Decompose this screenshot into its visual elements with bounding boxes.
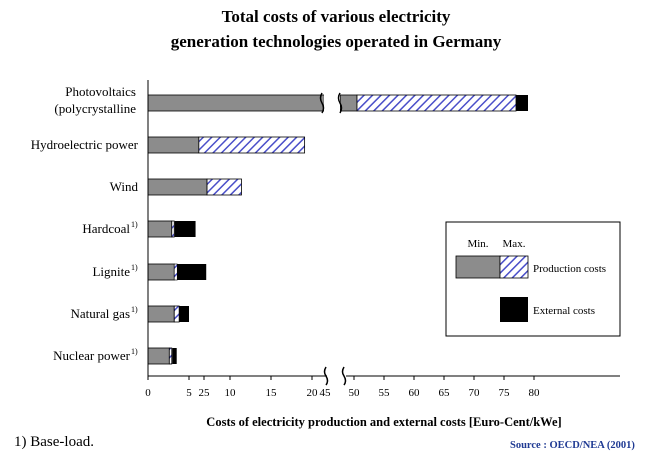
category-label-line2: (polycrystalline: [54, 101, 136, 116]
category-labels: Photovoltaics (polycrystalline Hydroelectr…: [31, 84, 139, 363]
bar-max: [168, 347, 173, 365]
bar-min: [147, 220, 173, 238]
bar-max: [171, 220, 175, 238]
legend-max-label: Max.: [503, 238, 526, 250]
bar-external: [174, 221, 196, 237]
legend: Min. Max. Production costs External costs: [445, 221, 621, 337]
category-label: Hydroelectric power: [31, 137, 139, 152]
x-tick-label: 45: [320, 387, 332, 399]
x-tick-label: 70: [469, 387, 481, 399]
x-tick-label: 50: [349, 387, 361, 399]
category-label: Wind: [110, 179, 139, 194]
bar-min: [147, 136, 200, 154]
bar-min: [339, 94, 358, 112]
bar-break-gap: [324, 93, 340, 113]
category-label: Natural gas: [70, 306, 130, 321]
axis-break-mark: [341, 366, 347, 386]
x-tick-label: 15: [266, 387, 278, 399]
x-tick-label: 75: [499, 387, 511, 399]
legend-swatch-max: [499, 255, 529, 279]
bar-max: [356, 94, 517, 112]
bar-max: [173, 305, 180, 323]
bar-external: [179, 306, 189, 322]
bar-min: [147, 178, 208, 196]
footnote: 1) Base-load.: [14, 434, 94, 450]
category-label: Nuclear power: [53, 348, 131, 363]
category-label: Lignite: [92, 264, 130, 279]
x-tick-label: 0: [145, 387, 151, 399]
footnote-marker: 1): [131, 347, 138, 356]
x-tick-label: 55: [379, 387, 391, 399]
legend-swatch-min: [455, 255, 501, 279]
legend-production-label: Production costs: [533, 263, 606, 275]
bar-max: [198, 136, 306, 154]
chart-title-line2: generation technologies operated in Germ…: [171, 32, 502, 51]
x-tick-label: 20: [307, 387, 319, 399]
bar-min: [147, 263, 175, 281]
bar-max: [206, 178, 242, 196]
x-axis: 0 5 10 15 20 25 45 50 55 60 65 70 75 80: [145, 80, 620, 399]
x-tick-label: 80: [529, 387, 541, 399]
x-tick-label: 5: [186, 387, 192, 399]
footnote-marker: 1): [131, 305, 138, 314]
x-axis-label: Costs of electricity production and exte…: [206, 415, 561, 429]
bar-external: [172, 348, 177, 364]
chart-title-line1: Total costs of various electricity: [222, 7, 451, 26]
footnote-marker: 1): [131, 220, 138, 229]
source-note: Source : OECD/NEA (2001): [510, 440, 635, 451]
category-label: Hardcoal: [82, 221, 130, 236]
bar-max: [173, 263, 178, 281]
footnote-marker: 1): [131, 263, 138, 272]
bar-external: [516, 95, 528, 111]
x-tick-label: 10: [225, 387, 237, 399]
bar-min: [147, 94, 325, 112]
axis-break-mark: [323, 366, 329, 386]
x-tick-label: 65: [439, 387, 451, 399]
legend-swatch-external: [500, 297, 528, 322]
bar-external: [177, 264, 207, 280]
bar-min: [147, 305, 175, 323]
bar-break-mark: [319, 92, 325, 114]
legend-min-label: Min.: [467, 238, 488, 250]
legend-external-label: External costs: [533, 305, 595, 317]
legend-box: [445, 221, 621, 337]
x-tick-label: 25: [199, 387, 211, 399]
bar-min: [147, 347, 170, 365]
bar-break-mark: [337, 92, 343, 114]
category-label: Photovoltaics: [65, 84, 136, 99]
x-tick-label: 60: [409, 387, 421, 399]
